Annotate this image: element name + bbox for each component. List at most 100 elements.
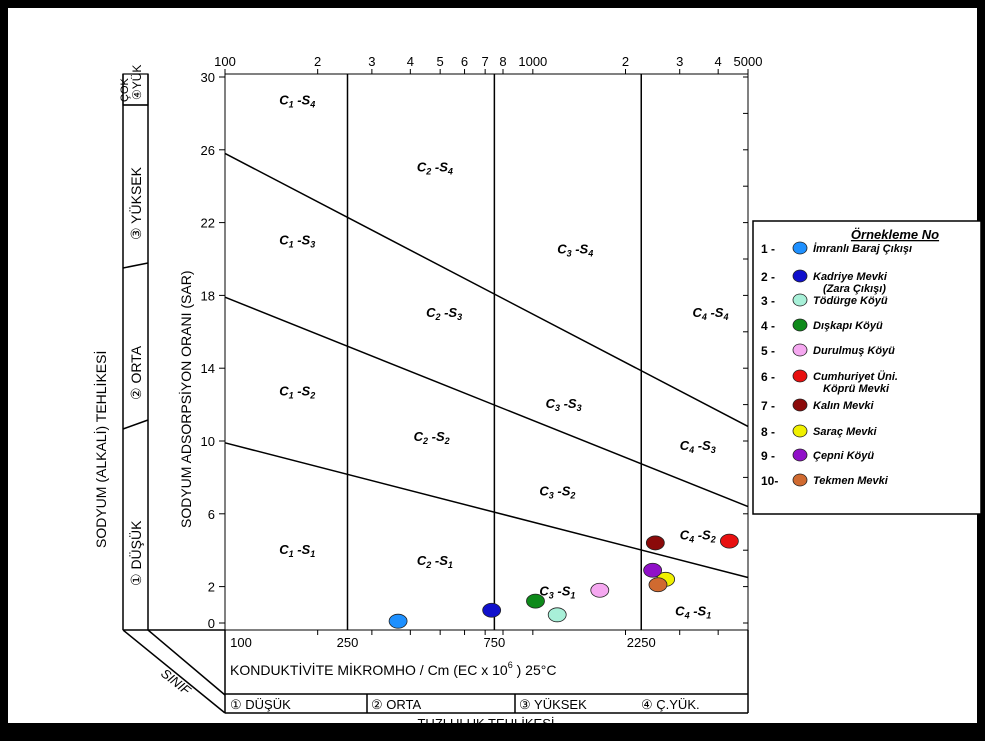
- legend-item-label: Cumhuriyet Üni.: [813, 370, 898, 383]
- y-axis-label: SODYUM ADSORPSİYON ORANI (SAR): [177, 271, 194, 528]
- sample-point-10: [648, 577, 668, 593]
- legend-item-label: Saraç Mevki: [813, 426, 878, 438]
- legend-marker: [792, 398, 808, 412]
- y-tick-label: 0: [208, 616, 215, 631]
- top-tick-label: 4: [715, 54, 722, 69]
- top-tick-label: 7: [482, 54, 489, 69]
- salinity-class-label: ① DÜŞÜK: [230, 697, 291, 712]
- top-tick-label: 100: [214, 54, 236, 69]
- salinity-title: TUZLULUK TEHLİKESİ: [417, 716, 554, 731]
- sample-point-7: [645, 535, 665, 551]
- x-axis-label: KONDUKTİVİTE MİKROMHO / Cm (EC x 106 ) 2…: [230, 660, 556, 678]
- sample-point-5: [590, 582, 610, 598]
- y-tick-label: 26: [201, 143, 215, 158]
- legend-item-number: 8 -: [761, 425, 775, 439]
- zone-label: C1 -S2: [279, 384, 315, 401]
- legend-item-number: 9 -: [761, 449, 775, 463]
- salinity-class-label: ③ YÜKSEK: [519, 697, 587, 712]
- sample-point-2: [482, 602, 502, 618]
- zone-label: C2 -S1: [417, 553, 453, 570]
- sodium-class-label-cok: ÇOK: [119, 78, 131, 103]
- zone-label: C3 -S4: [557, 242, 593, 259]
- bottom-tick-label: 100: [230, 635, 252, 650]
- legend-marker: [792, 318, 808, 332]
- zone-label: C2 -S3: [426, 305, 462, 322]
- zone-label: C3 -S3: [546, 396, 582, 413]
- legend-item-number: 5 -: [761, 344, 775, 358]
- legend-title: Örnekleme No: [851, 227, 939, 242]
- legend-item-label: Köprü Mevki: [823, 383, 890, 395]
- legend-marker: [792, 269, 808, 283]
- sodium-class-label: ④YÜK: [130, 65, 144, 100]
- legend-item-number: 1 -: [761, 242, 775, 256]
- zone-label: C1 -S4: [279, 92, 315, 109]
- sample-point-1: [388, 613, 408, 629]
- legend-item-label: Tödürge Köyü: [813, 295, 888, 307]
- top-tick-label: 2: [314, 54, 321, 69]
- legend-item-label: (Zara Çıkışı): [823, 283, 886, 295]
- legend-marker: [792, 293, 808, 307]
- sodium-band-divider: [122, 419, 149, 430]
- sodium-class-label: ① DÜŞÜK: [127, 520, 144, 586]
- y-tick-label: 18: [201, 288, 215, 303]
- zone-label: C4 -S2: [680, 527, 716, 544]
- salinity-class-label: ④ Ç.YÜK.: [641, 697, 700, 712]
- sar-boundary-line: [224, 296, 749, 508]
- zone-label: C3 -S1: [539, 584, 575, 601]
- y-tick-label: 14: [201, 361, 215, 376]
- sample-point-6: [719, 533, 739, 549]
- zone-label: C1 -S3: [279, 232, 315, 249]
- legend-item-number: 6 -: [761, 370, 775, 384]
- zone-label: C4 -S3: [680, 438, 716, 455]
- top-tick-label: 5: [437, 54, 444, 69]
- bottom-tick-label: 250: [337, 635, 359, 650]
- y-tick-label: 2: [208, 580, 215, 595]
- zone-label: C3 -S2: [539, 484, 575, 501]
- chart-frame: 0 2 6 10 14 18 22 26 30 100 2 3 4 5 6 7 8 1000 2 3 4 5000 100 2…: [8, 8, 982, 731]
- top-tick-label: 2: [622, 54, 629, 69]
- bottom-tick-label: 2250: [627, 635, 656, 650]
- plot-area: [224, 73, 749, 631]
- top-tick-label: 4: [407, 54, 414, 69]
- legend-item-label: Kalın Mevki: [813, 400, 874, 412]
- outer-y-axis-label: SODYUM (ALKALİ) TEHLİKESİ: [92, 351, 109, 548]
- legend-marker: [792, 448, 808, 462]
- sample-point-3: [547, 607, 567, 623]
- sodium-class-label: ② ORTA: [128, 345, 144, 400]
- legend-item-label: Dışkapı Köyü: [813, 320, 883, 332]
- legend-box: [752, 220, 982, 515]
- salinity-class-label: ② ORTA: [371, 697, 422, 712]
- y-tick-label: 22: [201, 216, 215, 231]
- y-tick-label: 30: [201, 70, 215, 85]
- legend-marker: [792, 241, 808, 255]
- legend-item-label: Kadriye Mevki: [813, 271, 888, 283]
- diagonal-inner-line: [147, 629, 226, 696]
- zone-label: C2 -S2: [414, 429, 450, 446]
- y-tick-label: 10: [201, 434, 215, 449]
- legend-item-number: 3 -: [761, 294, 775, 308]
- legend-item-number: 10-: [761, 474, 778, 488]
- legend-item-label: Durulmuş Köyü: [813, 345, 895, 357]
- bottom-tick-label: 750: [484, 635, 506, 650]
- top-tick-label: 8: [499, 54, 506, 69]
- y-tick-label: 6: [208, 507, 215, 522]
- legend-marker: [792, 424, 808, 438]
- legend-marker: [792, 369, 808, 383]
- top-tick-label: 5000: [734, 54, 763, 69]
- top-tick-label: 3: [368, 54, 375, 69]
- sodium-band-divider: [122, 262, 149, 269]
- sample-point-9: [643, 562, 663, 578]
- cok-box: [122, 73, 149, 106]
- legend-item-label: Çepni Köyü: [813, 450, 874, 462]
- legend-item-label: İmranlı Baraj Çıkışı: [813, 242, 912, 255]
- sar-boundary-line: [224, 442, 749, 579]
- legend-item-number: 2 -: [761, 270, 775, 284]
- class-label: SINIF: [158, 666, 194, 699]
- sar-boundary-line: [224, 152, 749, 428]
- legend-item-number: 4 -: [761, 319, 775, 333]
- legend-marker: [792, 343, 808, 357]
- zone-label: C4 -S4: [692, 305, 728, 322]
- top-tick-label: 6: [461, 54, 468, 69]
- diagonal-line: [122, 629, 226, 714]
